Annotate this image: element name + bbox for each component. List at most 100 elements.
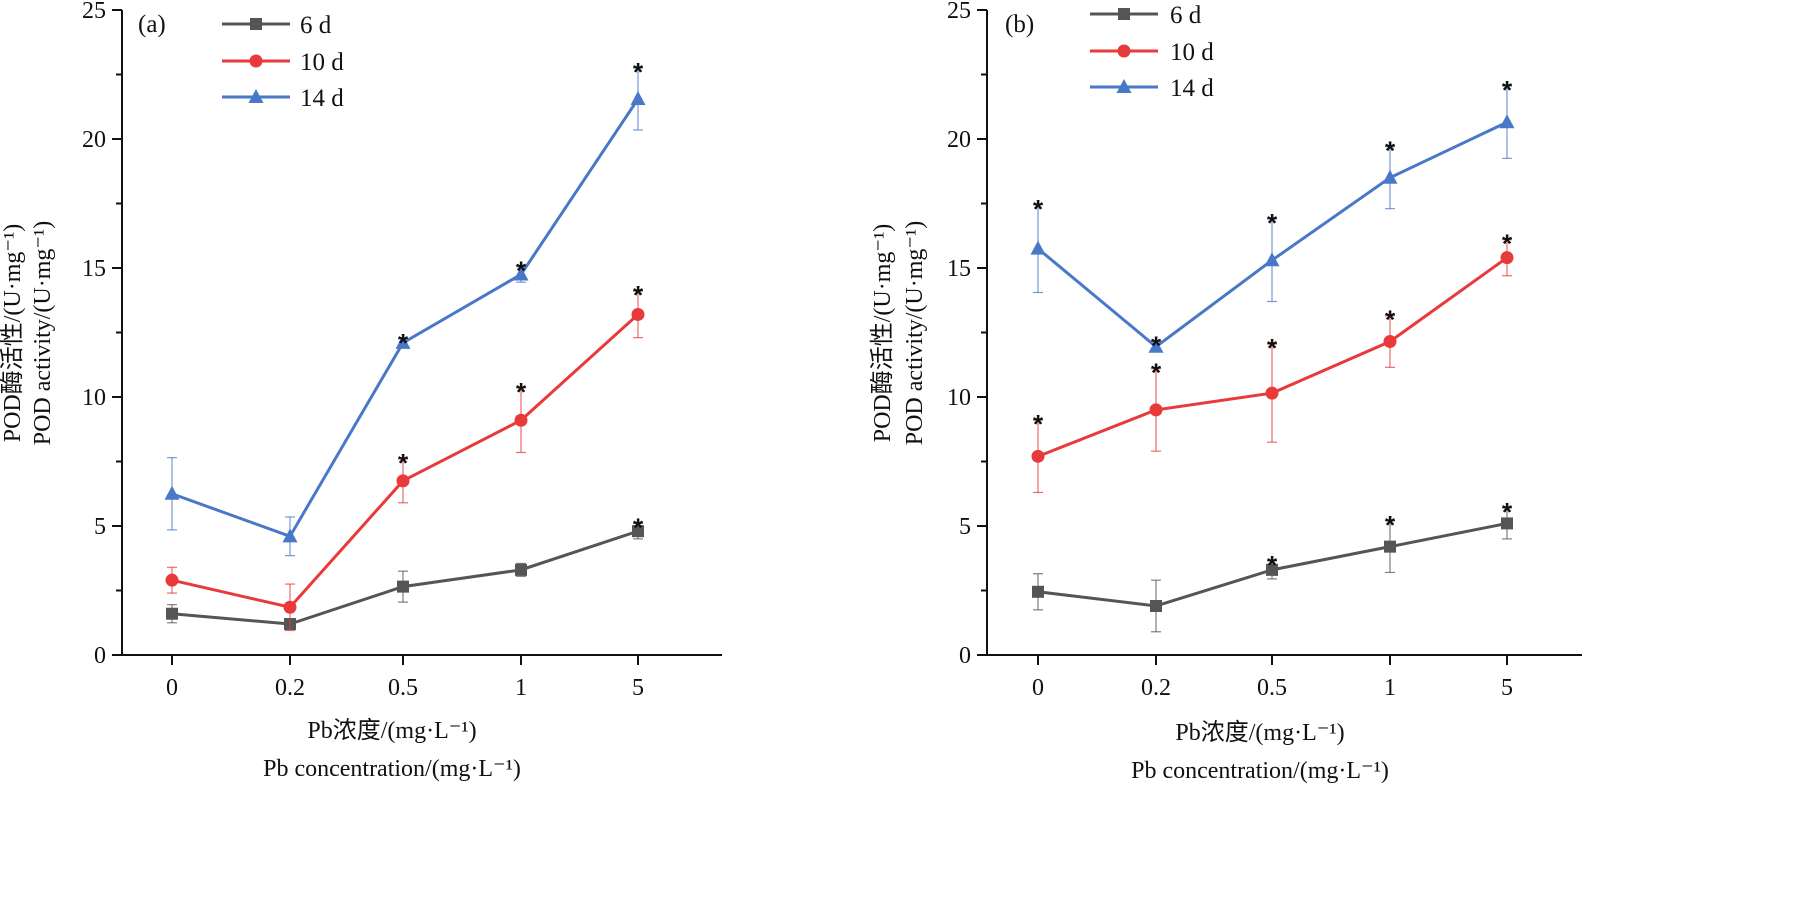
data-point	[164, 485, 180, 500]
x-tick-label: 5	[1501, 675, 1513, 701]
data-point	[1264, 252, 1280, 267]
data-point	[283, 600, 297, 614]
y-axis-label: POD activity/(U·mg⁻¹)	[30, 221, 56, 446]
y-tick-label: 10	[82, 385, 106, 411]
legend-label: 14 d	[300, 85, 344, 112]
x-tick-label: 0.5	[388, 675, 418, 701]
significance-marker: *	[516, 377, 527, 407]
legend-marker	[1117, 44, 1131, 58]
series-line	[171, 529, 639, 626]
significance-marker: *	[633, 57, 644, 87]
x-axis-label: Pb concentration/(mg·L⁻¹)	[1131, 758, 1389, 784]
significance-marker: *	[1385, 510, 1396, 540]
legend-label: 10 d	[1170, 39, 1214, 66]
significance-marker: *	[1502, 229, 1513, 259]
y-tick-label: 5	[959, 514, 971, 540]
x-tick-label: 1	[515, 675, 527, 701]
significance-marker: *	[1502, 75, 1513, 105]
significance-marker: *	[1033, 409, 1044, 439]
y-tick-label: 15	[947, 256, 971, 282]
data-point	[395, 334, 411, 349]
significance-marker: *	[633, 280, 644, 310]
y-tick-label: 20	[82, 127, 106, 153]
data-point	[1265, 386, 1279, 400]
data-point	[632, 525, 644, 538]
data-point	[1266, 563, 1278, 576]
legend-marker	[249, 54, 263, 68]
data-point	[631, 307, 645, 321]
data-point	[165, 573, 179, 587]
x-tick-label: 0.2	[275, 675, 305, 701]
data-point	[1384, 540, 1396, 553]
data-point	[1500, 251, 1514, 265]
x-tick-label: 0	[1032, 675, 1044, 701]
significance-marker: *	[1151, 331, 1162, 361]
series-14-d: * * * * *	[1030, 75, 1515, 361]
data-point	[1032, 585, 1044, 598]
y-tick-label: 0	[94, 643, 106, 669]
legend-marker	[250, 18, 262, 30]
significance-marker: *	[1502, 497, 1513, 527]
series-6-d: *	[166, 512, 644, 631]
significance-marker: *	[398, 448, 409, 478]
y-tick-label: 10	[947, 385, 971, 411]
data-point	[1149, 403, 1163, 417]
data-point	[513, 266, 529, 281]
significance-marker: *	[1151, 358, 1162, 388]
x-tick-label: 0	[166, 675, 178, 701]
significance-marker: *	[1385, 136, 1396, 166]
panel-label: (a)	[138, 11, 166, 38]
y-axis-label: POD activity/(U·mg⁻¹)	[902, 221, 928, 446]
data-point	[397, 580, 409, 593]
x-tick-label: 1	[1384, 675, 1396, 701]
data-point	[396, 474, 410, 488]
x-axis-label: Pb浓度/(mg·L⁻¹)	[1175, 719, 1344, 746]
series-10-d: *****	[1031, 229, 1514, 494]
y-axis-label: POD酶活性/(U·mg⁻¹)	[0, 224, 26, 443]
data-point	[1501, 517, 1513, 530]
significance-marker: *	[633, 512, 644, 542]
y-tick-label: 25	[947, 0, 971, 24]
x-axis-label: Pb浓度/(mg·L⁻¹)	[307, 717, 476, 744]
series-6-d: * * *	[1032, 497, 1513, 633]
data-point	[1030, 240, 1046, 255]
data-point	[1382, 169, 1398, 184]
data-point	[514, 413, 528, 427]
legend-label: 10 d	[300, 49, 344, 76]
panel-label: (b)	[1005, 11, 1034, 38]
data-point	[282, 528, 298, 543]
significance-marker: *	[1267, 550, 1278, 580]
legend-marker	[1118, 8, 1130, 20]
x-tick-label: 5	[632, 675, 644, 701]
data-point	[1031, 449, 1045, 463]
y-tick-label: 5	[94, 514, 106, 540]
significance-marker: *	[1385, 305, 1396, 335]
data-point	[166, 607, 178, 620]
significance-marker: *	[516, 256, 527, 286]
legend-label: 6 d	[1170, 2, 1202, 29]
significance-marker: *	[398, 328, 409, 358]
legend-label: 14 d	[1170, 75, 1214, 102]
significance-marker: *	[1267, 333, 1278, 363]
y-tick-label: 0	[959, 643, 971, 669]
y-tick-label: 25	[82, 0, 106, 24]
y-tick-label: 15	[82, 256, 106, 282]
x-axis-label: Pb concentration/(mg·L⁻¹)	[263, 756, 521, 782]
y-axis-label: POD酶活性/(U·mg⁻¹)	[869, 224, 896, 443]
data-point	[1148, 338, 1164, 353]
data-point	[1150, 599, 1162, 612]
series-14-d: * * *	[164, 57, 646, 557]
significance-marker: *	[1033, 194, 1044, 224]
x-tick-label: 0.2	[1141, 675, 1171, 701]
series-10-d: * * *	[165, 280, 645, 632]
legend-marker	[1116, 79, 1132, 93]
data-point	[630, 91, 646, 106]
legend-marker	[248, 89, 264, 103]
data-point	[515, 563, 527, 576]
legend-label: 6 d	[300, 12, 332, 39]
data-point	[1499, 114, 1515, 129]
x-tick-label: 0.5	[1257, 675, 1287, 701]
